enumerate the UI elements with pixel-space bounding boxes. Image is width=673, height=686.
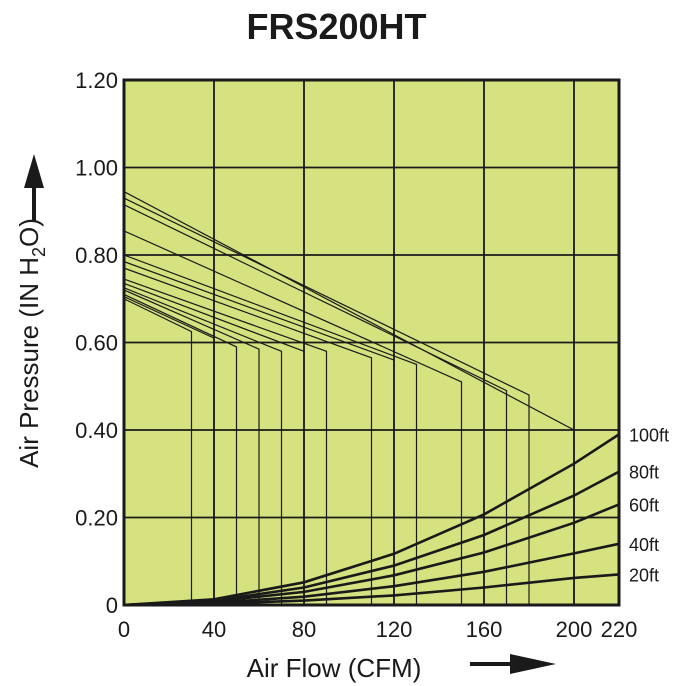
x-tick-labels: 0 40 80 120 160 200 220 <box>118 617 637 642</box>
fan-curve <box>123 230 463 605</box>
x-tick-label: 120 <box>376 617 413 642</box>
x-tick-label: 220 <box>601 617 638 642</box>
y-axis-label: Air Pressure (IN H2O) <box>14 218 49 468</box>
x-tick-label: 40 <box>202 617 226 642</box>
curve-label-60ft: 60ft <box>629 495 659 515</box>
fan-curves <box>123 191 575 605</box>
y-tick-label: 1.20 <box>75 68 118 93</box>
fan-curve <box>123 282 305 605</box>
fan-curve <box>123 267 373 605</box>
x-tick-label: 0 <box>118 617 130 642</box>
curve-label-100ft: 100ft <box>629 425 669 445</box>
x-axis-arrow <box>470 654 556 674</box>
y-axis-label-subscript: 2 <box>29 247 49 257</box>
y-tick-label: 0.80 <box>75 243 118 268</box>
curve-label-40ft: 40ft <box>629 535 659 555</box>
fan-curve <box>123 287 283 605</box>
plot-border <box>122 78 621 607</box>
fan-curve <box>123 296 215 605</box>
x-axis-label: Air Flow (CFM) <box>247 653 422 683</box>
y-axis-label-prefix: Air Pressure (IN H <box>14 257 44 468</box>
fan-curve <box>123 197 530 605</box>
y-tick-label: 0.40 <box>75 418 118 443</box>
y-axis-arrow <box>24 154 44 222</box>
y-tick-label: 0.20 <box>75 506 118 531</box>
y-axis-label-suffix: O) <box>14 218 44 247</box>
curve-labels: 100ft 80ft 60ft 40ft 20ft <box>629 425 669 585</box>
fan-curve <box>123 278 328 605</box>
x-tick-label: 80 <box>292 617 316 642</box>
y-tick-label: 1.00 <box>75 156 118 181</box>
fan-curve <box>123 261 395 605</box>
curve-label-80ft: 80ft <box>629 463 659 483</box>
fan-curve <box>123 254 418 605</box>
chart-title: FRS200HT <box>246 6 427 47</box>
y-tick-labels: 0 0.20 0.40 0.60 0.80 1.00 1.20 <box>75 68 118 618</box>
y-tick-label: 0 <box>106 593 118 618</box>
x-tick-label: 200 <box>556 617 593 642</box>
x-tick-label: 160 <box>466 617 503 642</box>
fan-curve <box>123 289 260 605</box>
fan-curve <box>123 293 238 605</box>
fan-curve <box>123 298 193 605</box>
y-tick-label: 0.60 <box>75 331 118 356</box>
fan-curve <box>123 204 508 605</box>
curve-label-20ft: 20ft <box>629 565 659 585</box>
